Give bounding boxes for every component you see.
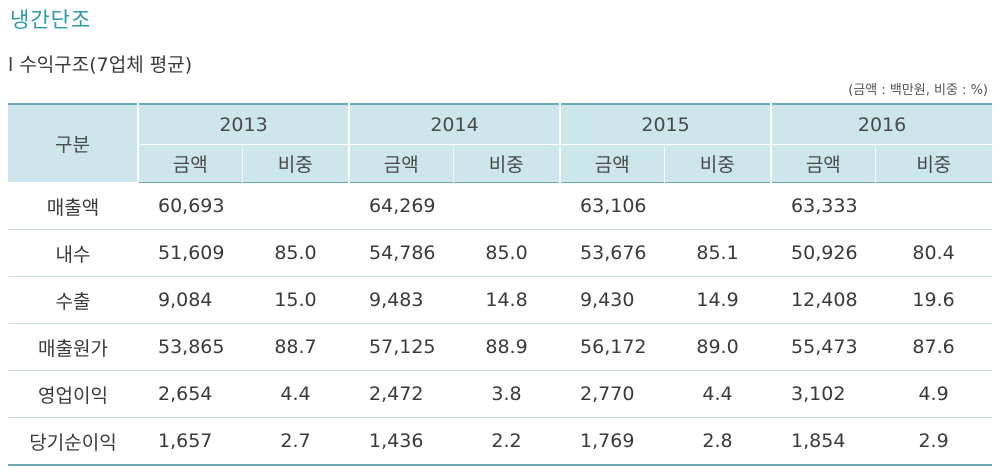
ratio-cell: 14.9 [664,276,772,324]
amount-cell: 64,269 [349,182,454,230]
amount-cell: 1,769 [560,417,665,466]
ratio-cell: 4.9 [875,370,993,418]
amount-cell: 54,786 [349,229,454,277]
amount-cell: 51,609 [138,229,242,277]
ratio-cell: 88.7 [242,323,350,371]
ratio-header: 비중 [241,144,350,183]
header-year-row: 구분 2013 2014 2015 2016 [8,104,993,183]
year-header: 2015 [559,104,772,145]
unit-note: (금액 : 백만원, 비중 : %) [848,83,988,98]
ratio-cell: 89.0 [664,323,772,371]
ratio-cell: 3.8 [453,370,561,418]
table-row: 영업이익 2,654 4.4 2,472 3.8 2,770 4.4 3,102 4.9 [8,370,993,418]
ratio-cell [242,182,350,230]
ratio-cell: 2.8 [664,417,772,466]
ratio-header: 비중 [452,144,561,183]
ratio-cell [664,182,772,230]
ratio-cell: 88.9 [453,323,561,371]
amount-cell: 53,676 [560,229,665,277]
header-sub-row: 금액 비중 금액 비중 금액 비중 금액 비중 [8,144,993,183]
table-row: 매출원가 53,865 88.7 57,125 88.9 56,172 89.0 55,473… [8,323,993,371]
amount-header: 금액 [559,144,665,183]
row-label: 영업이익 [8,370,138,418]
amount-cell: 53,865 [138,323,242,371]
amount-header: 금액 [137,144,242,183]
amount-cell: 57,125 [349,323,454,371]
amount-header: 금액 [770,144,876,183]
amount-cell: 63,106 [560,182,665,230]
table-row: 내수 51,609 85.0 54,786 85.0 53,676 85.1 50,926 80… [8,229,993,277]
ratio-cell: 14.8 [453,276,561,324]
table-row: 당기순이익 1,657 2.7 1,436 2.2 1,769 2.8 1,854 2.9 [8,417,993,466]
ratio-cell [875,182,993,230]
year-header: 2016 [770,104,993,145]
ratio-cell [453,182,561,230]
row-label: 내수 [8,229,138,277]
ratio-cell: 2.7 [242,417,350,466]
ratio-cell: 19.6 [875,276,993,324]
year-header: 2013 [136,104,350,145]
amount-cell: 60,693 [138,182,242,230]
row-label: 수출 [8,276,138,324]
table-row: 매출액 60,693 64,269 63,106 63,333 [8,182,993,230]
row-label: 당기순이익 [8,417,138,466]
ratio-cell: 15.0 [242,276,350,324]
amount-cell: 56,172 [560,323,665,371]
amount-cell: 1,436 [349,417,454,466]
corner-header: 구분 [8,104,139,183]
ratio-cell: 4.4 [242,370,350,418]
amount-cell: 2,472 [349,370,454,418]
amount-cell: 3,102 [771,370,876,418]
ratio-cell: 2.9 [875,417,993,466]
amount-cell: 1,854 [771,417,876,466]
ratio-cell: 80.4 [875,229,993,277]
table-row: 수출 9,084 15.0 9,483 14.8 9,430 14.9 12,408 19.6 [8,276,993,324]
ratio-cell: 85.0 [453,229,561,277]
amount-cell: 55,473 [771,323,876,371]
ratio-cell: 4.4 [664,370,772,418]
table-body: 매출액 60,693 64,269 63,106 63,333 내수 51,609 85.0 5… [8,182,993,466]
ratio-header: 비중 [663,144,772,183]
amount-cell: 1,657 [138,417,242,466]
sub-title: l 수익구조(7업체 평균) [8,54,193,76]
amount-cell: 50,926 [771,229,876,277]
section-title: 냉간단조 [10,8,92,32]
amount-cell: 9,483 [349,276,454,324]
amount-cell: 2,770 [560,370,665,418]
ratio-cell: 87.6 [875,323,993,371]
ratio-cell: 85.0 [242,229,350,277]
year-header: 2014 [348,104,561,145]
amount-cell: 9,430 [560,276,665,324]
amount-cell: 63,333 [771,182,876,230]
ratio-header: 비중 [874,144,993,183]
profit-structure-table: 구분 2013 2014 2015 2016 금액 비중 금액 비중 금액 비중… [8,103,993,466]
amount-header: 금액 [348,144,454,183]
amount-cell: 9,084 [138,276,242,324]
amount-cell: 2,654 [138,370,242,418]
amount-cell: 12,408 [771,276,876,324]
row-label: 매출액 [8,182,138,230]
ratio-cell: 85.1 [664,229,772,277]
ratio-cell: 2.2 [453,417,561,466]
row-label: 매출원가 [8,323,138,371]
